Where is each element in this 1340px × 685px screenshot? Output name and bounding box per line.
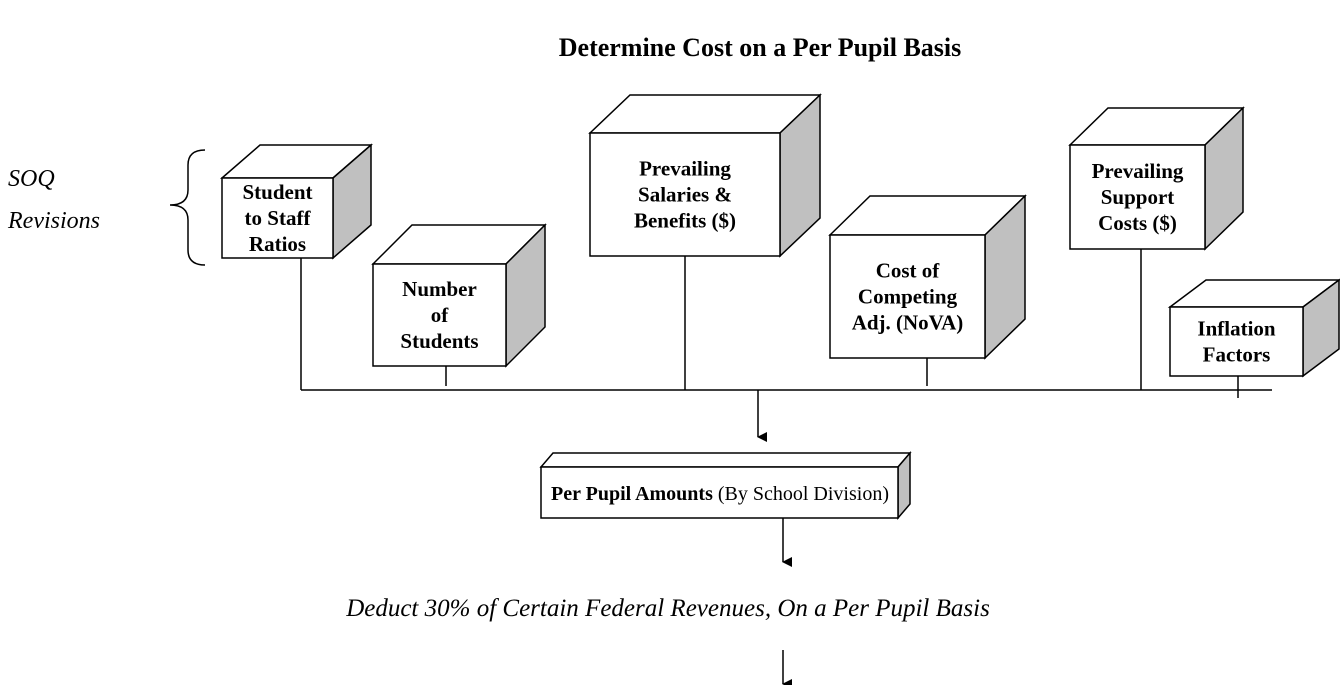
side-label: SOQ bbox=[8, 166, 55, 192]
box-label: Adj. (NoVA) bbox=[852, 311, 964, 335]
box-label: Competing bbox=[858, 285, 958, 309]
box-label: Student bbox=[242, 180, 312, 204]
box-front bbox=[1069, 144, 1206, 250]
box-label: to Staff bbox=[245, 206, 312, 230]
box-label: Benefits ($) bbox=[634, 209, 736, 233]
title: Determine Cost on a Per Pupil Basis bbox=[559, 33, 962, 62]
box-label: Inflation bbox=[1197, 317, 1276, 341]
result-text: Per Pupil Amounts (By School Division) bbox=[551, 483, 889, 505]
box-label: Prevailing bbox=[639, 157, 731, 181]
box-label: Students bbox=[400, 329, 478, 353]
box-label: Salaries & bbox=[638, 183, 732, 207]
result-normal: (By School Division) bbox=[713, 483, 889, 505]
result-bold: Per Pupil Amounts bbox=[551, 483, 713, 505]
result-box: Per Pupil Amounts (By School Division) bbox=[539, 450, 912, 521]
box-front bbox=[589, 132, 781, 257]
box-label: Number bbox=[402, 277, 477, 301]
side-label: Revisions bbox=[7, 208, 100, 234]
brace bbox=[169, 149, 206, 266]
box-front bbox=[829, 234, 986, 359]
box-label: Cost of bbox=[876, 259, 941, 283]
footer: Deduct 30% of Certain Federal Revenues, … bbox=[345, 595, 990, 622]
box-label: Factors bbox=[1203, 343, 1271, 367]
connectors bbox=[300, 249, 1272, 685]
box-label: of bbox=[431, 303, 450, 327]
box-front bbox=[372, 263, 507, 367]
box-label: Ratios bbox=[249, 232, 306, 256]
box-label: Costs ($) bbox=[1098, 211, 1177, 235]
box-front bbox=[1169, 306, 1304, 377]
box-front bbox=[221, 177, 334, 259]
box-label: Prevailing bbox=[1092, 159, 1184, 183]
box-label: Support bbox=[1101, 185, 1175, 209]
